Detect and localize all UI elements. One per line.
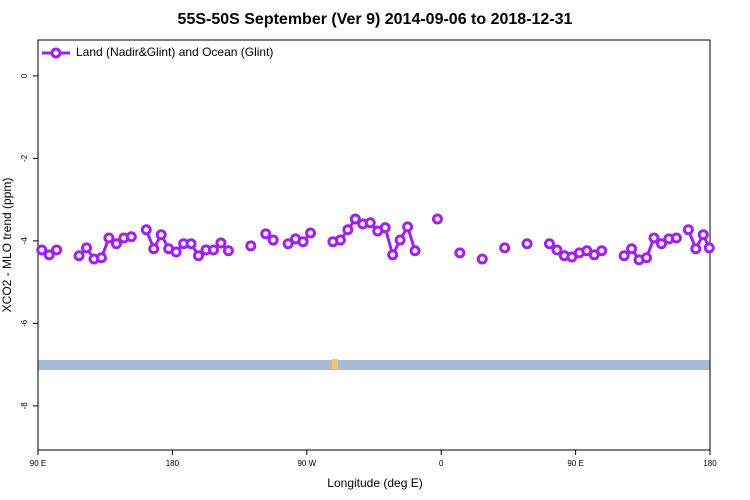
x-tick-label: 180 xyxy=(166,459,180,468)
data-point xyxy=(95,252,107,264)
data-point xyxy=(626,243,638,255)
y-tick-label: -8 xyxy=(20,402,29,410)
data-point xyxy=(140,224,152,236)
data-point xyxy=(267,234,279,246)
data-point xyxy=(618,250,630,262)
data-point xyxy=(655,238,667,250)
data-point xyxy=(551,244,563,256)
y-tick-label: -4 xyxy=(20,237,29,245)
plot-frame xyxy=(37,39,711,451)
data-point xyxy=(648,232,660,244)
data-point xyxy=(431,213,443,225)
data-point xyxy=(215,237,227,249)
chart-title: 55S-50S September (Ver 9) 2014-09-06 to … xyxy=(178,11,573,28)
map-strip xyxy=(38,360,710,370)
data-point xyxy=(697,229,709,241)
data-point xyxy=(499,242,511,254)
x-tick-label: 90 E xyxy=(567,459,583,468)
series-line xyxy=(40,216,711,262)
data-point xyxy=(222,245,234,257)
x-tick-label: 90 W xyxy=(297,459,316,468)
land-patch xyxy=(332,359,338,369)
data-point xyxy=(402,221,414,233)
data-point xyxy=(207,244,219,256)
data-point xyxy=(125,231,137,243)
data-point xyxy=(148,243,160,255)
data-point xyxy=(110,238,122,250)
legend-label: Land (Nadir&Glint) and Ocean (Glint) xyxy=(76,45,273,59)
x-tick-label: 0 xyxy=(439,459,444,468)
data-point xyxy=(387,249,399,261)
data-point xyxy=(334,234,346,246)
data-point xyxy=(43,249,55,261)
data-point xyxy=(364,217,376,229)
data-point xyxy=(476,253,488,265)
data-point xyxy=(155,229,167,241)
data-point xyxy=(703,242,715,254)
data-point xyxy=(245,240,257,252)
y-tick-label: -2 xyxy=(20,154,29,162)
data-point xyxy=(596,245,608,257)
data-point xyxy=(379,222,391,234)
y-axis-label: XCO2 - MLO trend (ppm) xyxy=(0,178,14,313)
data-point xyxy=(170,246,182,258)
x-axis-label: Longitude (deg E) xyxy=(327,476,422,490)
data-point xyxy=(260,228,272,240)
data-point xyxy=(521,238,533,250)
data-point xyxy=(641,252,653,264)
x-tick-label: 90 E xyxy=(30,459,46,468)
data-point xyxy=(297,236,309,248)
data-point xyxy=(185,238,197,250)
data-point xyxy=(690,243,702,255)
data-point xyxy=(543,238,555,250)
data-point xyxy=(193,250,205,262)
data-point xyxy=(305,227,317,239)
y-tick-label: -6 xyxy=(20,319,29,327)
data-point xyxy=(349,213,361,225)
data-point xyxy=(51,244,63,256)
data-point xyxy=(36,244,48,256)
y-tick-label: 0 xyxy=(20,73,29,78)
data-point xyxy=(670,232,682,244)
data-point xyxy=(73,250,85,262)
data-point xyxy=(103,232,115,244)
data-point xyxy=(682,224,694,236)
x-tick-label: 180 xyxy=(703,459,717,468)
data-point xyxy=(282,238,294,250)
data-point xyxy=(454,247,466,259)
data-point xyxy=(81,242,93,254)
data-point xyxy=(394,234,406,246)
legend-marker xyxy=(50,47,62,59)
data-point xyxy=(409,245,421,257)
data-point xyxy=(342,224,354,236)
